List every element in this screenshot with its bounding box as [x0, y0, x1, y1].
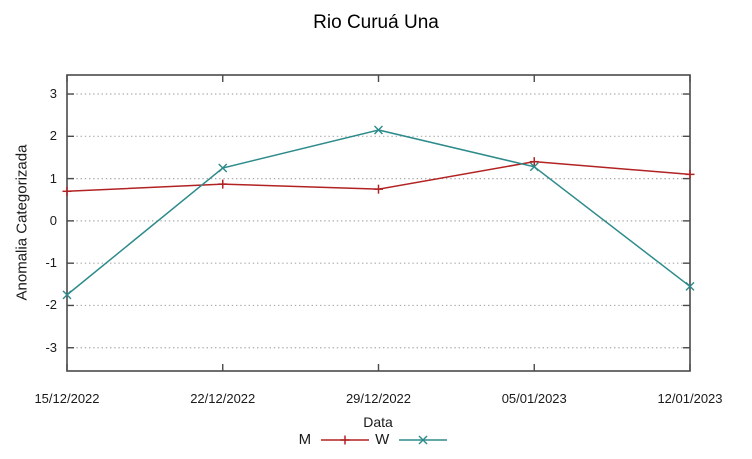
y-tick-label: -3: [45, 339, 57, 355]
y-tick-label: 3: [49, 86, 57, 102]
y-tick-label: -1: [45, 255, 57, 271]
y-tick-label: 1: [49, 170, 57, 186]
legend-label-m: M: [298, 431, 312, 448]
cross-marker-icon: [218, 163, 228, 173]
chart-title: Rio Curuá Una: [313, 12, 439, 33]
x-tick-label: 05/01/2023: [501, 391, 567, 406]
legend-entry-m: M: [299, 431, 376, 448]
cross-marker-icon: [418, 435, 428, 444]
legend-entry-w: W: [375, 431, 453, 448]
x-tick-label: 15/12/2022: [34, 391, 100, 406]
cross-marker-icon: [685, 281, 695, 291]
x-tick-label: 12/01/2023: [657, 391, 723, 406]
series-line-w: [66, 129, 691, 296]
y-tick-label: 0: [49, 212, 57, 228]
x-tick-label: 29/12/2022: [345, 391, 412, 406]
legend-label-w: W: [375, 431, 390, 448]
legend: M W: [0, 431, 752, 448]
cross-marker-icon: [62, 290, 72, 300]
x-tick-label: 22/12/2022: [190, 391, 256, 406]
y-tick-label: 2: [49, 128, 57, 144]
legend-sample-w-line: [399, 435, 448, 444]
legend-sample-m-line: [321, 435, 370, 444]
cross-marker-icon: [529, 162, 539, 172]
y-tick-label: -2: [45, 297, 57, 313]
x-axis-title: Data: [363, 414, 393, 430]
cross-marker-icon: [374, 125, 383, 135]
plot-border: [66, 74, 691, 372]
